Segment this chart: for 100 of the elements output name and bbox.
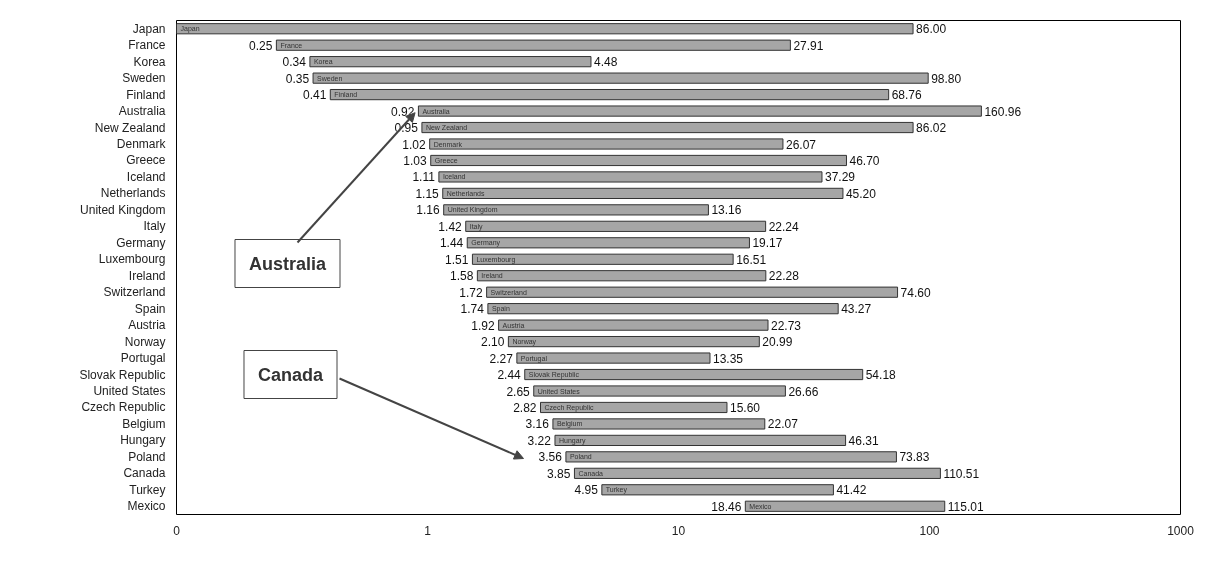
annotation: 2.82 — [513, 400, 537, 415]
y-tick-label: Hungary — [120, 433, 166, 448]
y-tick-label: Australia — [118, 104, 166, 119]
annotation: 2.44 — [497, 368, 522, 383]
data-label: 22.28 — [768, 269, 800, 284]
y-tick-label: Finland — [126, 87, 166, 102]
bar — [476, 270, 767, 282]
bar — [552, 418, 766, 430]
annotation: 1.16 — [416, 203, 441, 218]
y-tick-label: France — [128, 38, 166, 53]
data-label: 110.51 — [943, 466, 980, 481]
annotation: 1.11 — [412, 170, 436, 185]
annotation: 1.42 — [438, 219, 463, 234]
bar — [275, 39, 791, 51]
y-tick-label: Italy — [143, 219, 166, 234]
data-label: 22.73 — [771, 318, 802, 333]
data-label: 22.07 — [767, 417, 799, 432]
y-tick-label: Sweden — [122, 71, 166, 86]
bar — [442, 187, 844, 199]
data-label: 46.31 — [848, 433, 879, 448]
annotation: 0.34 — [282, 55, 307, 70]
annotation: 1.02 — [402, 137, 426, 152]
data-label: 13.35 — [713, 351, 744, 366]
data-label: 73.83 — [899, 450, 930, 465]
bar — [466, 237, 750, 249]
data-label: 4.48 — [593, 55, 618, 70]
annotation: 1.58 — [450, 269, 474, 284]
annotation: Australia — [248, 253, 327, 274]
annotation: 0.25 — [249, 38, 273, 53]
bar — [421, 121, 914, 134]
x-tick-label: 100 — [919, 523, 940, 538]
y-tick-label: Norway — [124, 334, 166, 349]
bar — [443, 204, 709, 216]
y-tick-label: Germany — [116, 235, 166, 250]
x-tick-label: 1 — [424, 523, 432, 538]
y-tick-label: Portugal — [120, 351, 166, 366]
bar — [430, 154, 847, 167]
bar — [533, 385, 786, 397]
bar — [744, 500, 946, 512]
annotation: 18.46 — [711, 499, 742, 514]
bar — [554, 434, 847, 446]
annotation: 4.95 — [574, 483, 599, 498]
annotation: 1.15 — [415, 186, 440, 201]
data-label: 86.02 — [916, 121, 947, 136]
y-tick-label: Netherlands — [100, 186, 166, 201]
y-tick-label: Luxembourg — [98, 252, 166, 267]
bar — [429, 138, 784, 150]
annotation: 1.72 — [459, 285, 483, 300]
bar — [471, 253, 734, 265]
data-label: 20.99 — [762, 335, 793, 350]
bar — [329, 89, 890, 101]
y-tick-label: Iceland — [126, 169, 166, 184]
bar — [417, 105, 982, 117]
y-tick-label: Mexico — [127, 499, 166, 514]
bar — [176, 23, 914, 35]
bar — [498, 319, 769, 331]
data-label: 27.91 — [793, 38, 824, 53]
bar — [516, 352, 711, 364]
data-label: 15.60 — [729, 400, 761, 415]
bar — [524, 368, 864, 381]
annotation: 0.41 — [302, 88, 327, 103]
data-label: 86.00 — [916, 22, 947, 37]
data-label: 16.51 — [736, 252, 767, 267]
y-tick-label: Canada — [123, 466, 166, 481]
y-tick-label: Turkey — [129, 482, 166, 497]
data-label: 26.66 — [788, 384, 819, 399]
annotation: 1.44 — [439, 236, 464, 251]
y-tick-label: Korea — [133, 54, 166, 69]
annotation: 1.92 — [471, 318, 495, 333]
annotation: 2.27 — [489, 351, 514, 366]
data-label: 115.01 — [947, 499, 984, 514]
data-label: 19.17 — [752, 236, 783, 251]
data-label: 68.76 — [891, 88, 923, 103]
data-label: 98.80 — [931, 71, 962, 86]
data-label: 54.18 — [865, 368, 897, 383]
y-tick-label: Poland — [128, 449, 166, 464]
data-label: 26.07 — [785, 137, 817, 152]
bar — [487, 303, 839, 315]
data-label: 22.24 — [768, 219, 799, 234]
annotation: 3.16 — [525, 417, 550, 432]
data-label: 160.96 — [984, 104, 1022, 119]
data-label: 45.20 — [845, 186, 877, 201]
bar — [507, 336, 760, 348]
annotation: 1.51 — [445, 252, 469, 267]
x-tick-label: 10 — [671, 523, 686, 538]
annotation: 1.74 — [460, 302, 485, 317]
data-label: 13.16 — [711, 203, 742, 218]
annotation: 3.85 — [547, 466, 571, 481]
y-tick-label: United States — [93, 384, 166, 398]
x-tick-label: 0 — [173, 523, 181, 538]
y-tick-label: Switzerland — [103, 285, 166, 300]
bar — [465, 220, 767, 232]
data-label: 74.60 — [900, 285, 931, 300]
y-tick-label: Japan — [132, 21, 166, 36]
y-tick-label: Belgium — [122, 416, 166, 431]
bar — [573, 467, 941, 479]
y-tick-label: Slovak Republic — [79, 367, 166, 382]
y-tick-label: Ireland — [128, 268, 166, 283]
bar — [601, 484, 834, 496]
annotation: 0.35 — [285, 71, 310, 86]
